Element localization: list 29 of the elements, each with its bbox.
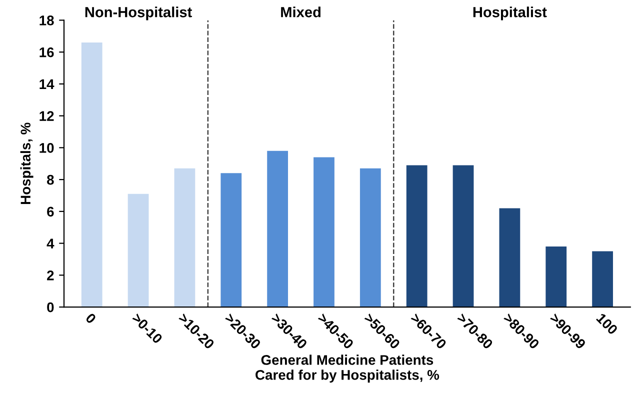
bar (267, 150, 288, 308)
bar (406, 165, 428, 308)
bar (314, 157, 334, 308)
text: Mixed (281, 6, 320, 18)
y-tick-label: 16 (40, 47, 54, 58)
bar (499, 208, 520, 308)
y-tick-label: 2 (47, 270, 54, 280)
y-tick-label: 4 (46, 238, 54, 248)
y-tick-label: 12 (40, 111, 54, 121)
y-tick-label: 6 (47, 206, 54, 217)
x-tick-label: 100 (596, 312, 618, 336)
y-tick-label: 18 (40, 16, 54, 26)
bar (81, 42, 102, 308)
bar (452, 165, 474, 308)
bar (546, 246, 567, 308)
y-axis-title: Hospitals, % (20, 122, 34, 204)
bar (174, 168, 196, 308)
bar (360, 168, 381, 308)
bar (220, 173, 242, 308)
annotation: Non-Hospitalist (85, 6, 192, 20)
x-tick-label: 0 (85, 312, 97, 324)
y-tick-label: 14 (40, 79, 54, 89)
x-axis-title: General Medicine Patients Cared for by Hospitalists, % (256, 354, 440, 383)
y-tick-label: 10 (40, 143, 54, 153)
bar (128, 194, 149, 308)
y-tick-label: 8 (46, 174, 54, 185)
annotation: Hospitalist (473, 6, 547, 20)
bar (592, 251, 613, 308)
y-tick-label: 0 (47, 302, 54, 312)
